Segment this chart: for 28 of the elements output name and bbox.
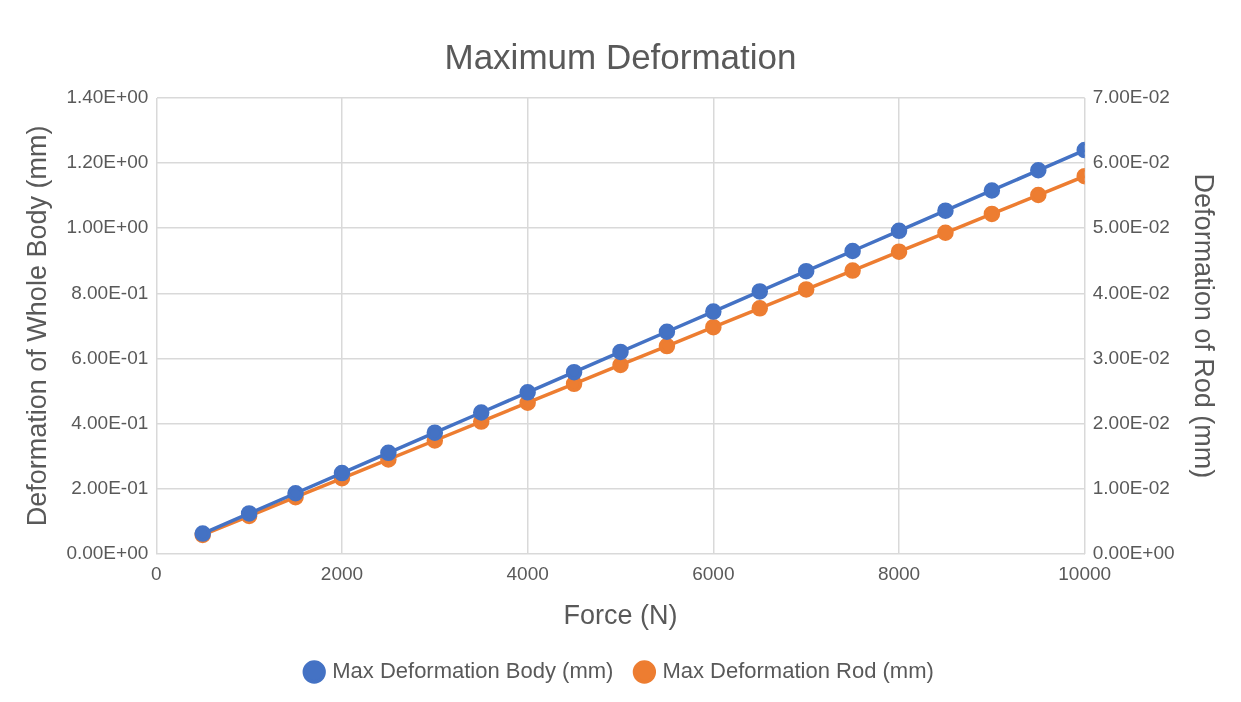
x-tick-label: 8000 [877,563,921,585]
y-tick-label: 4.00E-01 [71,411,149,433]
x-tick-label: 6000 [692,563,735,585]
y2-tick-label: 5.00E-02 [1092,216,1170,238]
y-tick-label: 0.00E+00 [66,542,149,564]
x-axis-title: Force (N) [563,600,678,631]
y-axis-title: Deformation of Whole Body (mm) [21,125,52,527]
chart-title: Maximum Deformation [444,36,797,76]
x-tick-label: 2000 [320,563,364,585]
y2-tick-label: 3.00E-02 [1092,346,1170,368]
y2-tick-label: 1.00E-02 [1092,476,1170,498]
y-tick-label: 1.40E+00 [66,86,149,108]
x-tick-label: 10000 [1058,563,1112,585]
x-tick-label: 4000 [506,563,549,585]
y-tick-label: 1.20E+00 [66,151,149,173]
y-tick-label: 6.00E-01 [71,346,149,368]
y-tick-label: 2.00E-01 [71,476,149,498]
y2-tick-label: 7.00E-02 [1092,86,1170,108]
legend-label: Max Deformation Rod (mm) [662,658,934,684]
x-tick-label: 0 [150,563,162,585]
y-tick-label: 1.00E+00 [66,216,149,238]
y2-tick-label: 4.00E-02 [1092,281,1170,303]
y-tick-label: 8.00E-01 [71,281,149,303]
y2-tick-label: 0.00E+00 [1092,542,1175,564]
y2-axis-title: Deformation of Rod (mm) [1189,173,1220,479]
y2-tick-label: 2.00E-02 [1092,411,1170,433]
y2-tick-label: 6.00E-02 [1092,151,1170,173]
legend-label: Max Deformation Body (mm) [332,658,614,684]
